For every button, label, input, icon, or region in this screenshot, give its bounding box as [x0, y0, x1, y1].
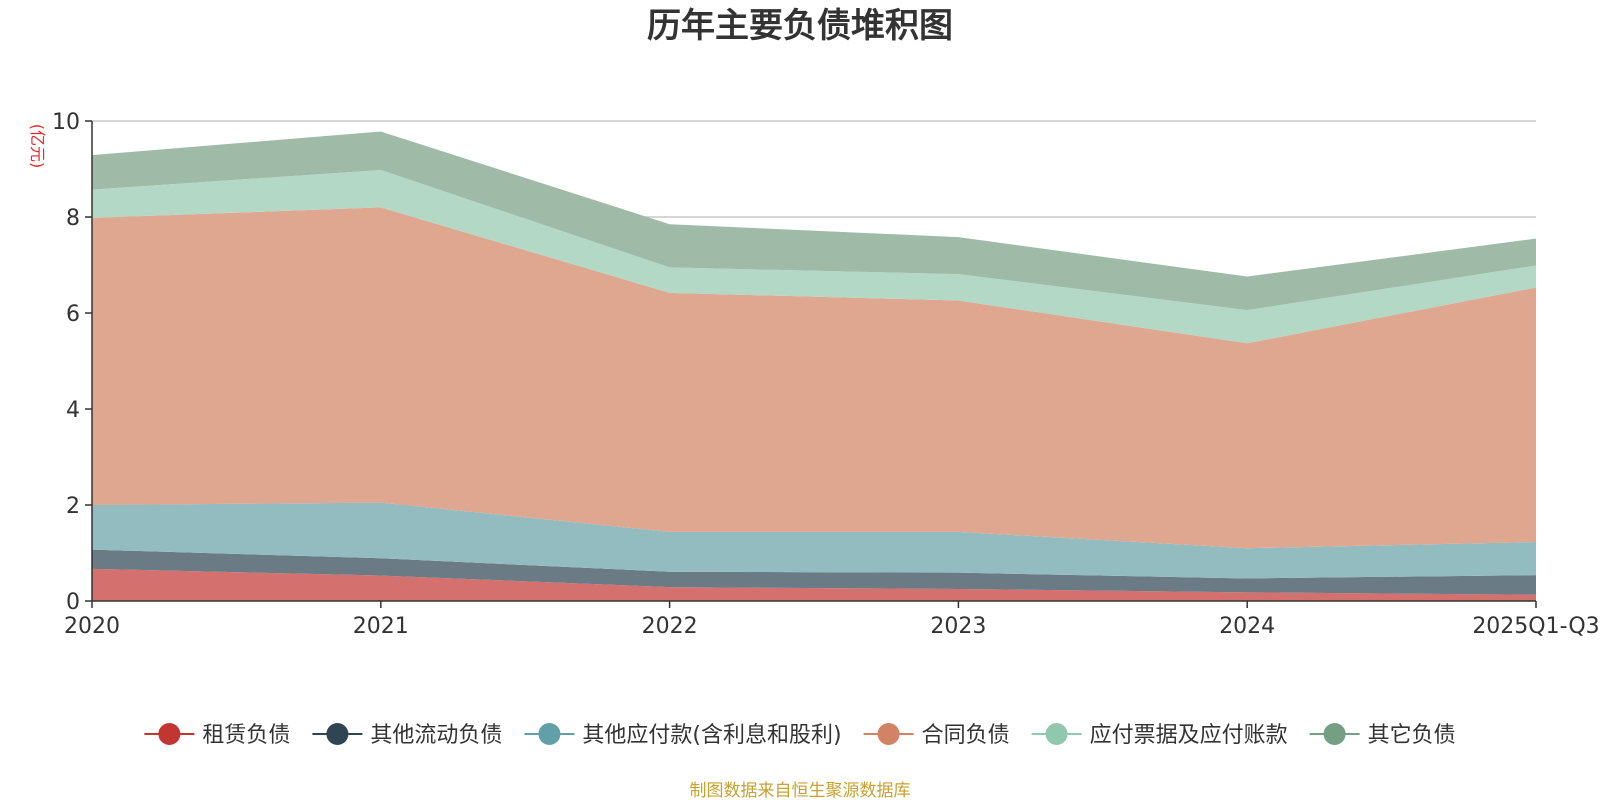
- y-tick-label: 0: [66, 590, 80, 615]
- chart-title: 历年主要负债堆积图: [647, 6, 953, 46]
- legend-item-2[interactable]: 其他流动负债: [312, 723, 502, 748]
- y-tick-label: 8: [66, 206, 80, 231]
- legend-marker-icon: [538, 723, 561, 745]
- legend-marker-icon: [158, 723, 181, 745]
- legend-item-3[interactable]: 其他应付款(含利息和股利): [524, 723, 842, 748]
- legend-label: 租赁负债: [202, 723, 290, 748]
- legend-marker-icon: [1323, 723, 1346, 745]
- legend-marker-icon: [1045, 723, 1068, 745]
- x-tick-label: 2022: [642, 614, 698, 639]
- legend-item-6[interactable]: 其它负债: [1309, 723, 1456, 748]
- legend[interactable]: 租赁负债 其他流动负债 其他应付款(含利息和股利) 合同负债 应付票据及应付账款 其它负债: [144, 723, 1456, 748]
- area-series-5: [92, 169, 1536, 344]
- legend-item-1[interactable]: 租赁负债: [144, 723, 290, 748]
- x-tick-label: 2021: [353, 614, 409, 639]
- y-axis-unit-label: (亿元): [28, 124, 47, 169]
- legend-marker-icon: [326, 723, 349, 745]
- legend-label: 其他流动负债: [370, 723, 502, 748]
- legend-marker-icon: [877, 723, 900, 745]
- area-series-2: [92, 549, 1536, 595]
- area-series-6: [92, 131, 1536, 311]
- area-series-4: [92, 207, 1536, 549]
- x-tick-label: 2020: [64, 614, 120, 639]
- data-source-note: 制图数据来自恒生聚源数据库: [690, 781, 911, 800]
- y-tick-label: 10: [52, 110, 80, 135]
- legend-label: 其他应付款(含利息和股利): [582, 723, 841, 748]
- y-tick-label: 6: [66, 302, 80, 327]
- legend-label: 应付票据及应付账款: [1090, 723, 1288, 748]
- axes: 0 2 4 6 8 10 2020 2021 2022 2023 2024 2025Q1-Q3: [52, 110, 1600, 639]
- x-tick-label: 2024: [1219, 614, 1275, 639]
- area-series-1: [92, 568, 1536, 601]
- area-series: [92, 131, 1536, 601]
- legend-label: 其它负债: [1368, 723, 1456, 748]
- x-tick-label: 2023: [930, 614, 986, 639]
- legend-item-4[interactable]: 合同负债: [863, 723, 1010, 748]
- y-tick-label: 2: [66, 494, 80, 519]
- legend-label: 合同负债: [922, 723, 1010, 748]
- legend-item-5[interactable]: 应付票据及应付账款: [1031, 723, 1288, 748]
- x-tick-label: 2025Q1-Q3: [1472, 614, 1599, 639]
- area-series-3: [92, 502, 1536, 579]
- y-tick-label: 4: [66, 398, 80, 423]
